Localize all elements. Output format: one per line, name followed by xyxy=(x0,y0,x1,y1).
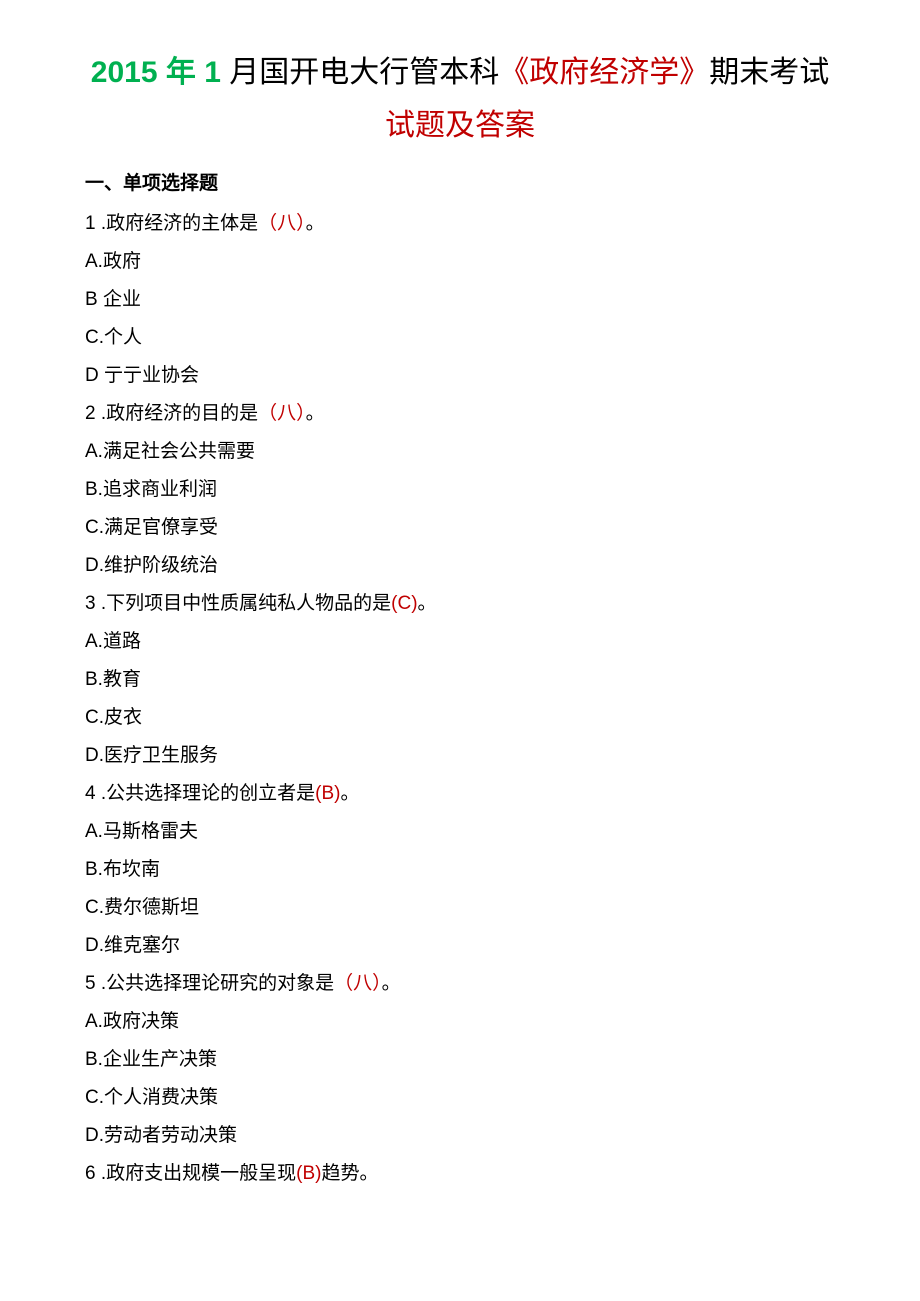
question-text-pre: .政府经济的主体是 xyxy=(96,213,259,234)
title-black-part2: 期末考试 xyxy=(709,56,829,89)
question-text-post: 。 xyxy=(418,593,437,614)
question-stem: 1 .政府经济的主体是（八）。 xyxy=(85,205,835,243)
question-number: 2 xyxy=(85,403,96,424)
question-stem: 2 .政府经济的目的是（八）。 xyxy=(85,395,835,433)
title-red-part: 《政府经济学》 xyxy=(499,56,709,89)
question-option: A.政府 xyxy=(85,243,835,281)
question-text-post: 。 xyxy=(306,213,325,234)
question-answer: (C) xyxy=(391,593,417,614)
question-option: C.个人 xyxy=(85,319,835,357)
question-number: 4 xyxy=(85,783,96,804)
question-stem: 4 .公共选择理论的创立者是(B)。 xyxy=(85,775,835,813)
question-number: 5 xyxy=(85,973,96,994)
question-option: B 企业 xyxy=(85,281,835,319)
title-green-part: 2015 年 1 xyxy=(91,56,229,89)
question-text-pre: .下列项目中性质属纯私人物品的是 xyxy=(96,593,392,614)
question-number: 3 xyxy=(85,593,96,614)
question-text-pre: .公共选择理论的创立者是 xyxy=(96,783,316,804)
section-header: 一、单项选择题 xyxy=(85,168,835,195)
question-option: B.教育 xyxy=(85,661,835,699)
question-text-post: 。 xyxy=(306,403,325,424)
question-option: A.马斯格雷夫 xyxy=(85,813,835,851)
title-line1: 2015 年 1 月国开电大行管本科《政府经济学》期末考试 xyxy=(85,50,835,95)
question-option: D.维克塞尔 xyxy=(85,927,835,965)
question-option: A.满足社会公共需要 xyxy=(85,433,835,471)
question-text-post: 。 xyxy=(340,783,359,804)
question-text-pre: .政府支出规模一般呈现 xyxy=(96,1163,297,1184)
question-option: C.皮衣 xyxy=(85,699,835,737)
question-text-post: 。 xyxy=(382,973,401,994)
question-number: 1 xyxy=(85,213,96,234)
question-text-post: 趋势。 xyxy=(321,1163,378,1184)
question-option: B.企业生产决策 xyxy=(85,1041,835,1079)
question-answer: (B) xyxy=(296,1163,321,1184)
question-option: A.政府决策 xyxy=(85,1003,835,1041)
title-line2: 试题及答案 xyxy=(85,103,835,148)
title-black-part1: 月国开电大行管本科 xyxy=(229,56,499,89)
question-option: A.道路 xyxy=(85,623,835,661)
question-option: B.布坎南 xyxy=(85,851,835,889)
question-answer: （八） xyxy=(334,973,382,994)
question-option: C.个人消费决策 xyxy=(85,1079,835,1117)
question-text-pre: .公共选择理论研究的对象是 xyxy=(96,973,335,994)
question-option: D 亍亍业协会 xyxy=(85,357,835,395)
question-option: C.满足官僚享受 xyxy=(85,509,835,547)
question-stem: 5 .公共选择理论研究的对象是（八）。 xyxy=(85,965,835,1003)
question-answer: （八） xyxy=(258,213,306,234)
question-option: D.劳动者劳动决策 xyxy=(85,1117,835,1155)
question-text-pre: .政府经济的目的是 xyxy=(96,403,259,424)
question-option: D.医疗卫生服务 xyxy=(85,737,835,775)
question-stem: 3 .下列项目中性质属纯私人物品的是(C)。 xyxy=(85,585,835,623)
questions-container: 1 .政府经济的主体是（八）。A.政府B 企业C.个人D 亍亍业协会2 .政府经… xyxy=(85,205,835,1193)
question-option: C.费尔德斯坦 xyxy=(85,889,835,927)
question-stem: 6 .政府支出规模一般呈现(B)趋势。 xyxy=(85,1155,835,1193)
question-answer: （八） xyxy=(258,403,306,424)
question-number: 6 xyxy=(85,1163,96,1184)
question-option: B.追求商业利润 xyxy=(85,471,835,509)
question-option: D.维护阶级统治 xyxy=(85,547,835,585)
question-answer: (B) xyxy=(315,783,340,804)
